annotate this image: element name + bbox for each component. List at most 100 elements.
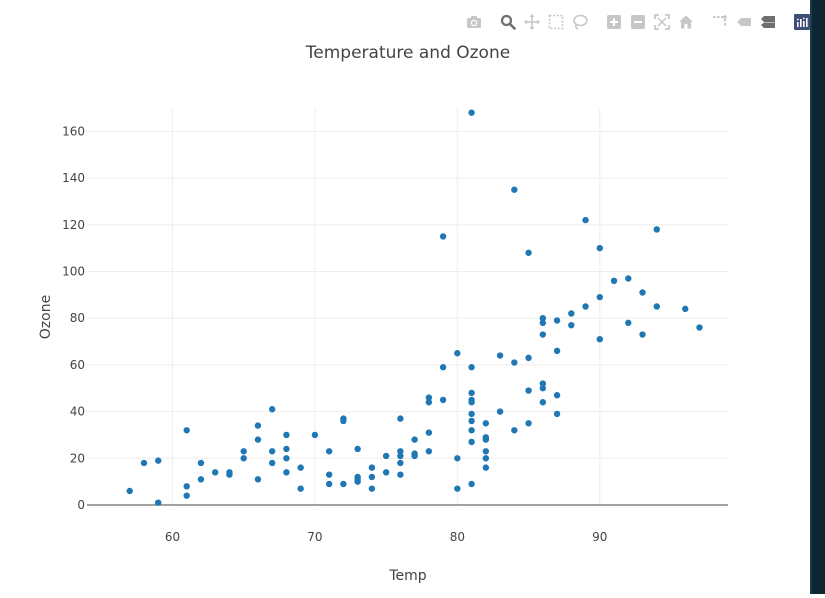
data-point[interactable] [468, 410, 475, 418]
box-select-button[interactable] [544, 11, 568, 33]
data-point[interactable] [568, 321, 575, 329]
data-point[interactable] [325, 480, 333, 488]
data-point[interactable] [482, 448, 490, 455]
data-point[interactable] [382, 452, 390, 460]
data-point[interactable] [411, 452, 418, 460]
data-point[interactable] [240, 448, 247, 455]
data-point[interactable] [539, 331, 547, 338]
data-point[interactable] [212, 469, 219, 476]
spike-lines-button[interactable] [708, 11, 732, 33]
data-point[interactable] [468, 109, 475, 116]
data-point[interactable] [482, 436, 490, 443]
download-png-button[interactable] [462, 11, 486, 33]
data-point[interactable] [283, 445, 290, 453]
side-scrollbar[interactable] [810, 0, 825, 594]
data-point[interactable] [454, 455, 461, 462]
data-point[interactable] [653, 226, 660, 233]
data-point[interactable] [553, 347, 561, 355]
data-point[interactable] [254, 422, 262, 429]
data-point[interactable] [340, 480, 347, 488]
zoom-out-button[interactable] [626, 11, 650, 33]
data-point[interactable] [639, 331, 646, 338]
data-point[interactable] [582, 303, 589, 310]
data-point[interactable] [639, 289, 646, 296]
data-point[interactable] [610, 277, 618, 285]
data-point[interactable] [183, 427, 190, 434]
data-point[interactable] [397, 452, 404, 460]
data-point[interactable] [625, 275, 632, 282]
data-point[interactable] [539, 385, 547, 392]
data-point[interactable] [582, 216, 589, 224]
data-point[interactable] [183, 483, 190, 490]
data-point[interactable] [539, 319, 547, 327]
zoom-button[interactable] [496, 11, 520, 33]
data-point[interactable] [183, 492, 190, 499]
hover-closest-button[interactable] [732, 11, 756, 33]
data-point[interactable] [140, 459, 148, 467]
data-point[interactable] [268, 459, 276, 467]
data-point[interactable] [596, 244, 603, 252]
data-point[interactable] [482, 420, 490, 427]
data-point[interactable] [354, 478, 361, 485]
data-point[interactable] [625, 319, 632, 327]
data-point[interactable] [126, 487, 133, 495]
data-point[interactable] [254, 436, 262, 443]
data-point[interactable] [439, 233, 447, 240]
pan-button[interactable] [520, 11, 544, 33]
data-point[interactable] [325, 471, 333, 478]
data-point[interactable] [525, 354, 532, 362]
data-point[interactable] [368, 485, 376, 492]
data-point[interactable] [311, 431, 319, 439]
data-point[interactable] [482, 455, 490, 462]
data-point[interactable] [454, 350, 461, 357]
data-point[interactable] [411, 436, 418, 443]
data-point[interactable] [382, 469, 390, 476]
data-point[interactable] [496, 352, 504, 359]
data-point[interactable] [525, 420, 532, 427]
data-point[interactable] [425, 448, 433, 455]
data-point[interactable] [283, 455, 290, 462]
data-point[interactable] [539, 399, 547, 406]
data-point[interactable] [283, 431, 290, 439]
data-point[interactable] [511, 427, 518, 434]
lasso-select-button[interactable] [568, 11, 592, 33]
data-point[interactable] [325, 448, 333, 455]
data-point[interactable] [696, 324, 703, 331]
data-point[interactable] [482, 464, 490, 471]
data-point[interactable] [268, 448, 276, 455]
data-point[interactable] [368, 464, 376, 471]
data-point[interactable] [468, 417, 475, 425]
scatter-chart[interactable]: 0 20 40 60 80 100 120 140 160 60 70 80 90 Temperatu… [0, 0, 810, 594]
data-point[interactable] [397, 471, 404, 478]
data-point[interactable] [539, 314, 547, 322]
data-point[interactable] [439, 364, 447, 371]
data-point[interactable] [539, 380, 547, 387]
data-point[interactable] [397, 448, 404, 455]
data-point[interactable] [568, 310, 575, 317]
data-point[interactable] [525, 249, 532, 256]
data-point[interactable] [425, 399, 433, 406]
data-point[interactable] [197, 476, 205, 483]
data-point[interactable] [454, 485, 461, 492]
data-point[interactable] [155, 457, 162, 464]
data-point[interactable] [268, 406, 276, 413]
data-point[interactable] [596, 293, 603, 301]
zoom-in-button[interactable] [602, 11, 626, 33]
data-point[interactable] [553, 410, 561, 418]
data-point[interactable] [397, 415, 404, 422]
data-point[interactable] [425, 394, 433, 401]
data-point[interactable] [368, 473, 376, 481]
data-point[interactable] [226, 471, 233, 478]
data-point[interactable] [354, 445, 361, 453]
data-point[interactable] [155, 499, 162, 506]
data-point[interactable] [596, 335, 603, 343]
data-point[interactable] [468, 427, 475, 434]
hover-compare-button[interactable] [756, 11, 780, 33]
data-point[interactable] [439, 396, 447, 404]
data-point[interactable] [254, 476, 262, 483]
data-point[interactable] [682, 305, 689, 313]
data-point[interactable] [283, 469, 290, 476]
data-point[interactable] [197, 459, 205, 467]
autoscale-button[interactable] [650, 11, 674, 33]
data-points[interactable] [126, 109, 703, 506]
